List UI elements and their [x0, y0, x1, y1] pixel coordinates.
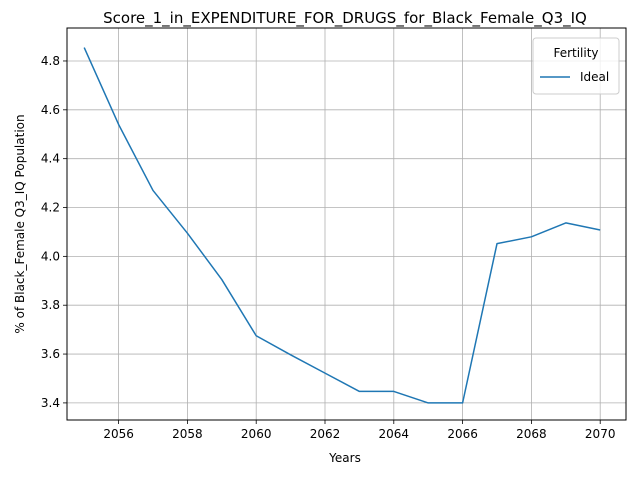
y-tick-label: 3.6 — [41, 347, 60, 361]
legend-label-ideal: Ideal — [580, 70, 609, 84]
plot-area-frame — [66, 27, 627, 421]
x-tick-label: 2070 — [585, 427, 616, 441]
x-tick-label: 2066 — [447, 427, 478, 441]
chart-title: Score_1_in_EXPENDITURE_FOR_DRUGS_for_Bla… — [103, 9, 587, 28]
x-tick-label: 2058 — [172, 427, 203, 441]
y-tick-label: 4.2 — [41, 201, 60, 215]
x-tick-label: 2060 — [241, 427, 272, 441]
legend-box — [532, 37, 620, 95]
legend-title: Fertility — [553, 46, 598, 60]
x-tick-label: 2056 — [103, 427, 134, 441]
y-tick-label: 3.8 — [41, 298, 60, 312]
series-layer — [83, 47, 601, 404]
y-tick-label: 4.0 — [41, 249, 60, 263]
y-tick-label: 4.8 — [41, 54, 60, 68]
legend: Fertility Ideal — [532, 37, 620, 95]
y-axis-label: % of Black_Female Q3_IQ Population — [13, 114, 27, 333]
x-tick-label: 2064 — [379, 427, 410, 441]
x-tick-label: 2068 — [516, 427, 547, 441]
y-tick-label: 3.4 — [41, 396, 60, 410]
x-tick-label: 2062 — [310, 427, 341, 441]
y-tick-label: 4.6 — [41, 103, 60, 117]
axis-ticks: 2056 2058 2060 2062 2064 2066 2068 2070 3.4 3.6 3.… — [41, 54, 616, 441]
x-axis-label: Years — [328, 451, 361, 465]
y-tick-label: 4.4 — [41, 152, 60, 166]
series-line-ideal — [83, 47, 601, 404]
